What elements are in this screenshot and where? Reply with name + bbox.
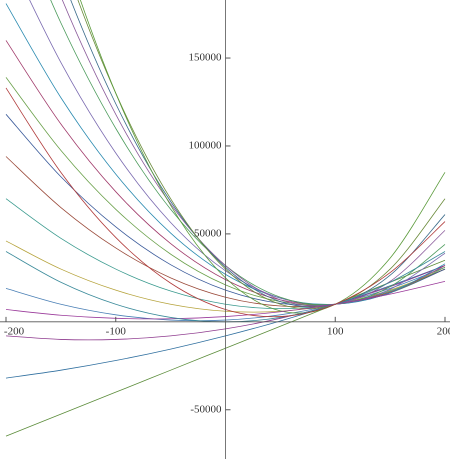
x-tick-label: -100 xyxy=(106,325,127,337)
y-tick-label: -50000 xyxy=(190,403,222,415)
x-tick-label: 200 xyxy=(437,325,450,337)
y-tick-label: 100000 xyxy=(189,139,223,151)
x-tick-label: 100 xyxy=(327,325,344,337)
curve xyxy=(5,87,446,318)
x-tick-label: -200 xyxy=(4,325,25,337)
curve xyxy=(79,0,446,314)
y-tick-label: 150000 xyxy=(189,52,223,64)
y-tick-label: 50000 xyxy=(194,227,222,239)
curve xyxy=(50,0,446,306)
curve xyxy=(5,3,446,305)
